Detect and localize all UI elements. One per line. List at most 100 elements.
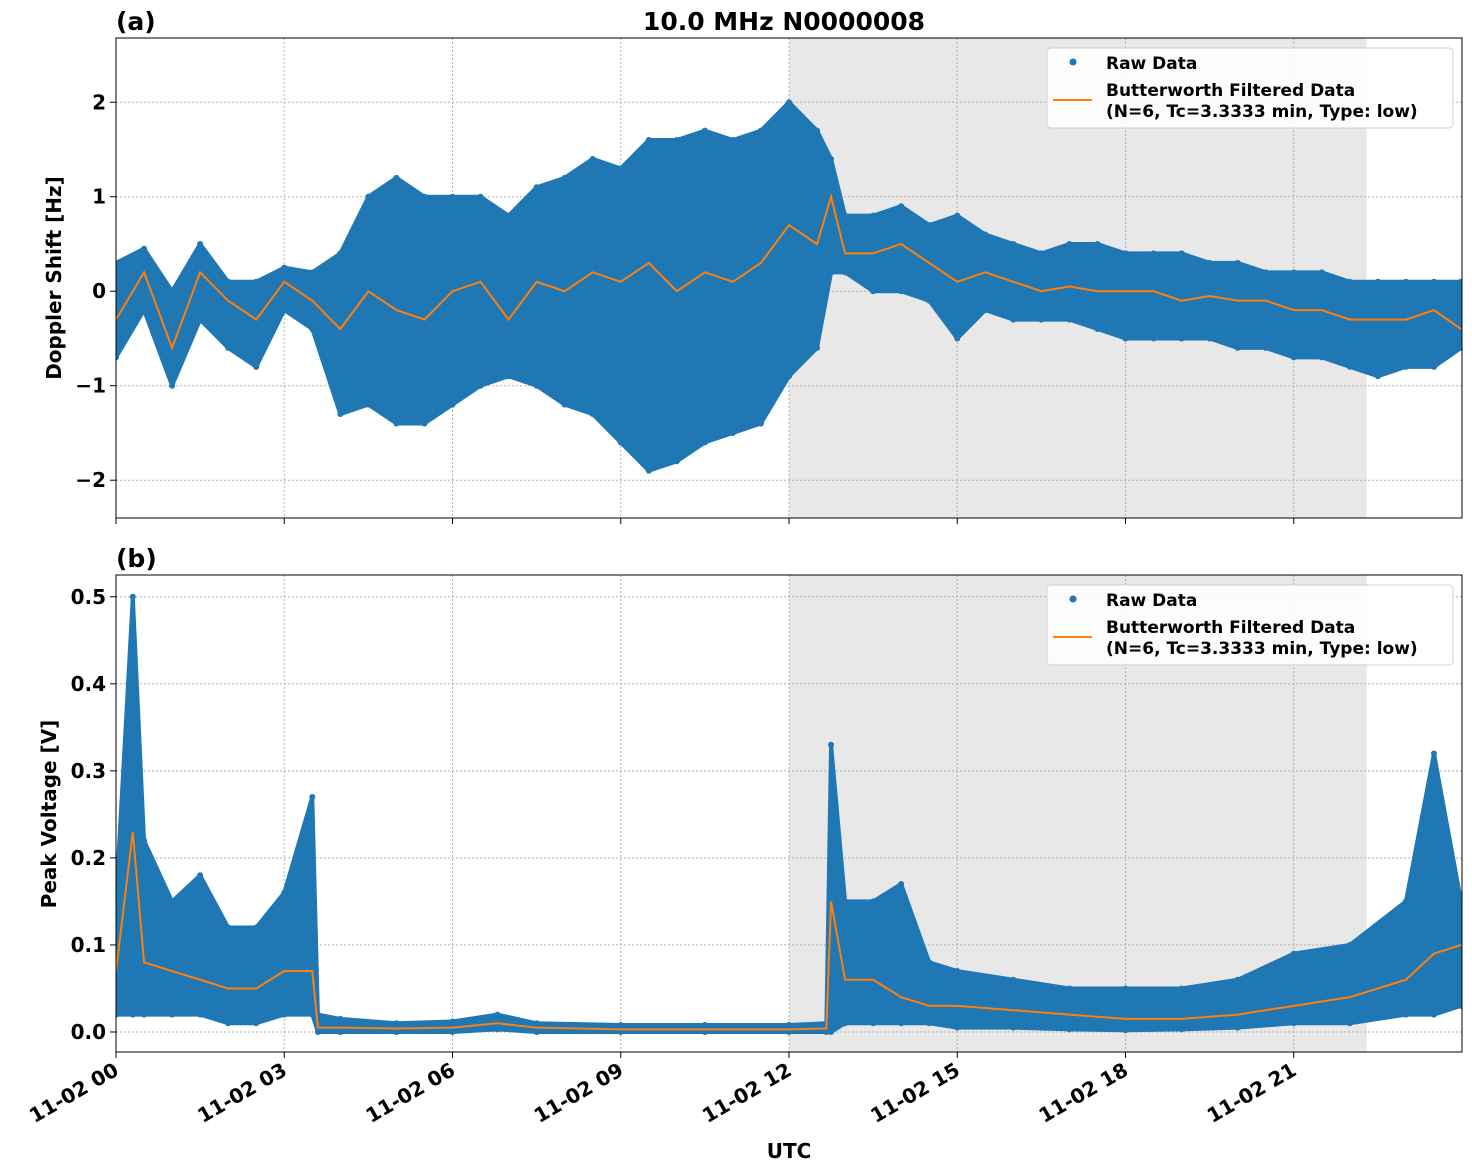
raw-data-point xyxy=(281,889,288,896)
raw-data-point xyxy=(898,1020,905,1027)
raw-data-point xyxy=(309,1011,316,1018)
raw-data-point xyxy=(1122,985,1129,992)
raw-data-point xyxy=(1234,259,1241,266)
raw-data-point xyxy=(309,326,316,333)
legend-raw-marker xyxy=(1069,595,1077,603)
raw-data-point xyxy=(954,1024,961,1031)
y-tick-label: 0.3 xyxy=(71,759,106,783)
raw-data-point xyxy=(786,1022,792,1029)
raw-data-point xyxy=(1178,335,1185,342)
raw-data-point xyxy=(1458,1002,1462,1009)
raw-data-point xyxy=(1178,1026,1185,1033)
raw-data-point xyxy=(169,288,176,295)
legend: Raw Data Butterworth Filtered Data(N=6, T… xyxy=(1046,47,1454,129)
raw-data-point xyxy=(337,411,344,418)
raw-data-point xyxy=(1122,1027,1129,1034)
raw-data-point xyxy=(823,1028,830,1035)
raw-data-point xyxy=(1206,335,1213,342)
raw-data-point xyxy=(169,1011,176,1018)
raw-data-point xyxy=(1290,269,1297,276)
raw-data-point xyxy=(1010,316,1017,323)
raw-data-point xyxy=(337,250,344,257)
y-tick-label: 0.1 xyxy=(71,933,106,957)
raw-data-point xyxy=(1430,278,1437,285)
raw-data-point xyxy=(673,458,680,465)
raw-data-point xyxy=(197,240,204,247)
raw-data-point xyxy=(197,1011,204,1018)
raw-data-point xyxy=(141,837,148,844)
raw-data-point xyxy=(225,344,232,351)
raw-data-point xyxy=(828,155,835,162)
raw-data-point xyxy=(1010,976,1017,983)
raw-data-point xyxy=(1206,259,1213,266)
panel-b-label: (b) xyxy=(116,544,157,573)
legend-filtered-params: (N=6, Tc=3.3333 min, Type: low) xyxy=(1106,102,1418,122)
raw-data-point xyxy=(494,1011,501,1018)
raw-data-point xyxy=(253,924,260,931)
raw-data-point xyxy=(141,245,148,252)
raw-data-point xyxy=(1178,985,1185,992)
raw-data-point xyxy=(1038,316,1045,323)
raw-data-point xyxy=(926,297,933,304)
raw-data-point xyxy=(1038,250,1045,257)
filtered-data-line xyxy=(116,192,1462,351)
raw-data-point xyxy=(561,174,568,181)
legend-raw-marker xyxy=(1069,58,1077,66)
raw-data-point xyxy=(1402,898,1409,905)
y-tick-label: 2 xyxy=(92,90,106,114)
raw-data-point xyxy=(1402,278,1409,285)
raw-data-point xyxy=(814,127,821,134)
raw-data-point xyxy=(1234,344,1241,351)
raw-data-point xyxy=(1318,269,1325,276)
x-tick-label: 11-02 09 xyxy=(530,1058,628,1128)
raw-data-point xyxy=(225,278,232,285)
x-tick-label: 11-02 03 xyxy=(193,1058,291,1128)
raw-data-point xyxy=(116,1011,119,1018)
raw-data-point xyxy=(281,1011,288,1018)
panel-a-label: (a) xyxy=(116,7,156,36)
raw-data-point xyxy=(1402,363,1409,370)
raw-data-point xyxy=(393,1020,400,1027)
x-tick-label: 11-02 15 xyxy=(866,1058,964,1128)
raw-data-point xyxy=(1430,1011,1437,1018)
raw-data-point xyxy=(309,793,316,800)
raw-data-point xyxy=(477,382,484,389)
raw-data-point xyxy=(141,307,148,314)
raw-data-point xyxy=(1262,269,1269,276)
x-axis-label: UTC xyxy=(767,1139,812,1163)
panel-b-plot: 0.0 0.1 0.2 0.3 0.4 0.5 11-02 00 11-02 03 11-02 … xyxy=(25,574,1463,1128)
raw-data-point xyxy=(1066,985,1073,992)
raw-data-point xyxy=(1458,344,1462,351)
plot-data xyxy=(116,99,1462,474)
raw-data-point xyxy=(1010,1024,1017,1031)
raw-data-point xyxy=(828,1028,835,1035)
raw-data-point xyxy=(1066,316,1073,323)
raw-data-point xyxy=(645,137,652,144)
y-tick-label: 0.0 xyxy=(71,1020,106,1044)
raw-data-point xyxy=(393,420,400,427)
raw-data-point xyxy=(421,193,428,200)
y-tick-label: −2 xyxy=(75,468,106,492)
raw-data-point xyxy=(337,1015,344,1022)
raw-data-point xyxy=(449,193,456,200)
raw-data-point xyxy=(786,1028,792,1035)
raw-data-point xyxy=(1318,354,1325,361)
raw-data-point xyxy=(1010,240,1017,247)
y-tick-label: 0.4 xyxy=(71,672,106,696)
raw-data-point xyxy=(729,429,736,436)
raw-data-point xyxy=(1150,335,1157,342)
raw-data-point xyxy=(870,1020,877,1027)
raw-data-point xyxy=(589,411,596,418)
raw-data-point xyxy=(253,278,260,285)
legend-box xyxy=(1046,47,1454,129)
raw-data-point xyxy=(1402,1011,1409,1018)
raw-data-point xyxy=(786,373,792,380)
raw-data-point xyxy=(533,1028,540,1035)
legend-raw-label: Raw Data xyxy=(1106,54,1197,74)
panel-b-ylabel: Peak Voltage [V] xyxy=(37,720,61,909)
raw-data-point xyxy=(561,401,568,408)
raw-data-point xyxy=(757,420,764,427)
raw-data-point xyxy=(314,1028,321,1035)
y-tick-label: 0.2 xyxy=(71,846,106,870)
y-tick-label: −1 xyxy=(75,374,106,398)
